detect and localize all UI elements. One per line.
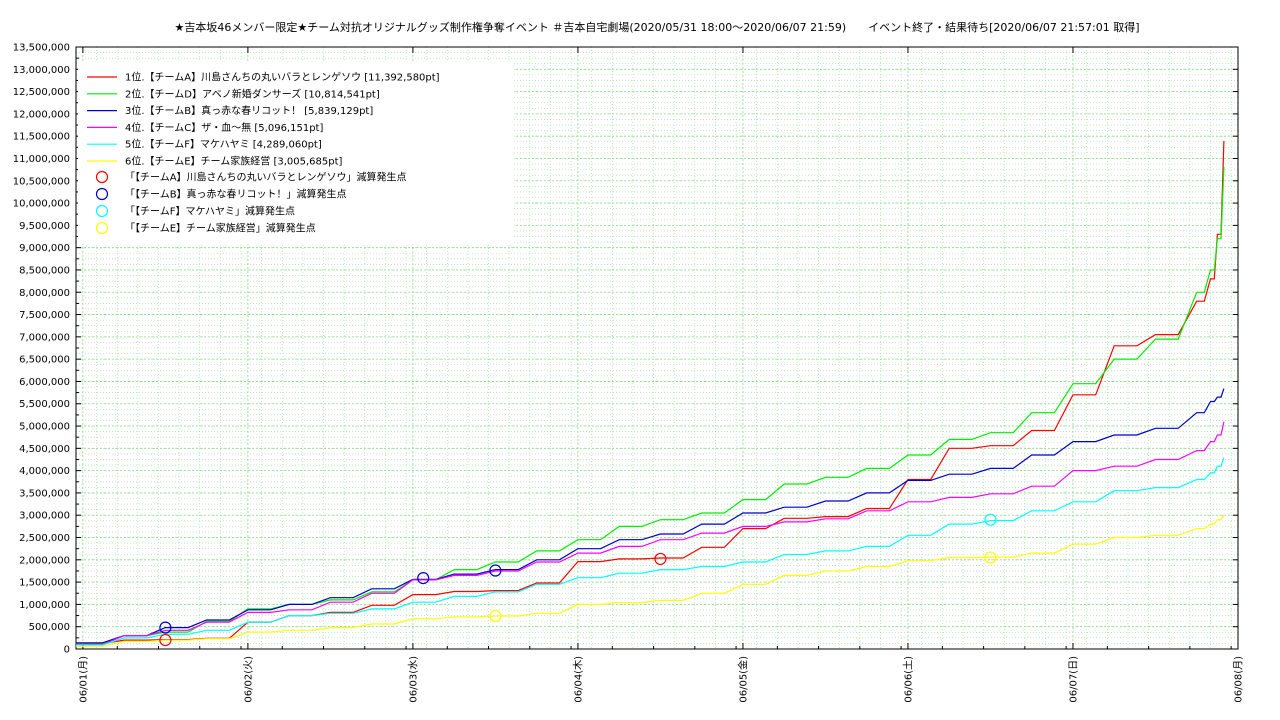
- y-tick-label: 10,000,000: [13, 199, 70, 210]
- chart-title: ★吉本坂46メンバー限定★チーム対抗オリジナルグッズ制作権争奪イベント ＃吉本自…: [174, 20, 1139, 34]
- subtraction-marker-2: [489, 564, 502, 577]
- legend-label: 6位.【チームE】チーム家族経営 [3,005,685pt]: [125, 155, 343, 168]
- legend-label: 「【チームA】川島さんちの丸いバラとレンゲソウ」減算発生点: [125, 171, 407, 184]
- x-tick-label: 06/02(火): [242, 656, 254, 703]
- series-lines: [76, 140, 1225, 647]
- x-tick-label: 06/05(金): [736, 656, 749, 703]
- y-tick-label: 3,000,000: [19, 511, 70, 522]
- legend-label: 「【チームB】真っ赤な春リコット！」減算発生点: [125, 188, 347, 201]
- y-tick-label: 13,500,000: [13, 43, 70, 54]
- y-tick-label: 2,500,000: [19, 533, 70, 544]
- y-tick-label: 2,000,000: [19, 555, 70, 566]
- y-tick-label: 3,500,000: [19, 488, 70, 499]
- y-tick-label: 12,000,000: [13, 109, 70, 120]
- y-tick-label: 9,500,000: [19, 221, 70, 232]
- y-tick-label: 1,500,000: [19, 578, 70, 589]
- legend-marker-1: [95, 170, 109, 184]
- y-tick-label: 5,000,000: [19, 422, 70, 433]
- subtraction-marker-4: [984, 551, 997, 564]
- series-line-5: [76, 457, 1225, 646]
- legend-label: 5位.【チームF】マケハヤミ [4,289,060pt]: [125, 138, 322, 151]
- subtraction-marker-1: [159, 633, 172, 647]
- y-tick-label: 11,000,000: [13, 154, 70, 165]
- legend-background: [78, 62, 514, 244]
- y-tick-label: 13,000,000: [13, 65, 70, 76]
- legend-label: 「【チームF】マケハヤミ」減算発生点: [125, 205, 295, 218]
- legend-marker-2: [95, 187, 109, 201]
- y-tick-label: 4,000,000: [19, 466, 70, 477]
- subtraction-marker-2: [159, 621, 172, 634]
- y-tick-label: 7,000,000: [19, 332, 70, 343]
- legend: 1位.【チームA】川島さんちの丸いバラとレンゲソウ [11,392,580pt]…: [78, 62, 514, 244]
- subtraction-marker-3: [984, 513, 997, 526]
- legend-label: 2位.【チームD】アベノ新婚ダンサーズ [10,814,541pt]: [125, 87, 380, 100]
- legend-marker-4: [95, 221, 109, 235]
- subtraction-marker-1: [654, 552, 667, 566]
- y-tick-label: 7,500,000: [19, 310, 70, 321]
- legend-label: 1位.【チームA】川島さんちの丸いバラとレンゲソウ [11,392,580pt]: [125, 71, 440, 84]
- y-tick-label: 9,000,000: [19, 243, 70, 254]
- y-tick-label: 6,000,000: [19, 377, 70, 388]
- y-tick-label: 8,000,000: [19, 288, 70, 299]
- subtraction-markers: [159, 513, 997, 647]
- y-tick-label: 6,500,000: [19, 355, 70, 366]
- series-line-3: [76, 388, 1225, 644]
- legend-label: 「【チームE】チーム家族経営」減算発生点: [125, 222, 316, 235]
- x-tick-label: 06/04(木): [572, 656, 584, 703]
- y-tick-label: 1,000,000: [19, 600, 70, 611]
- axes: 0 500,000 1,000,000 1,500,000 2,000,000 2,500…: [13, 43, 1245, 703]
- y-tick-label: 10,500,000: [13, 176, 70, 187]
- legend-label: 3位.【チームB】真っ赤な春リコット！ [5,839,129pt]: [125, 104, 373, 117]
- y-tick-label: 12,500,000: [13, 87, 70, 98]
- x-tick-label: 06/03(水): [407, 656, 419, 703]
- legend-label: 4位.【チームC】ザ・血～無 [5,096,151pt]: [125, 121, 323, 134]
- y-tick-label: 5,500,000: [19, 399, 70, 410]
- y-tick-label: 500,000: [29, 622, 70, 633]
- y-tick-label: 8,500,000: [19, 265, 70, 276]
- subtraction-marker-4: [489, 609, 502, 623]
- series-line-6: [76, 514, 1225, 647]
- x-tick-label: 06/01(月): [77, 656, 89, 703]
- x-tick-label: 06/07(日): [1068, 656, 1079, 703]
- y-tick-label: 0: [64, 645, 70, 656]
- x-tick-label: 06/08(月): [1233, 656, 1245, 703]
- subtraction-marker-2: [417, 571, 430, 585]
- y-tick-label: 4,500,000: [19, 444, 70, 455]
- series-line-4: [76, 421, 1225, 646]
- legend-marker-3: [95, 204, 109, 218]
- x-tick-label: 06/06(土): [901, 656, 914, 703]
- y-tick-label: 11,500,000: [13, 132, 70, 143]
